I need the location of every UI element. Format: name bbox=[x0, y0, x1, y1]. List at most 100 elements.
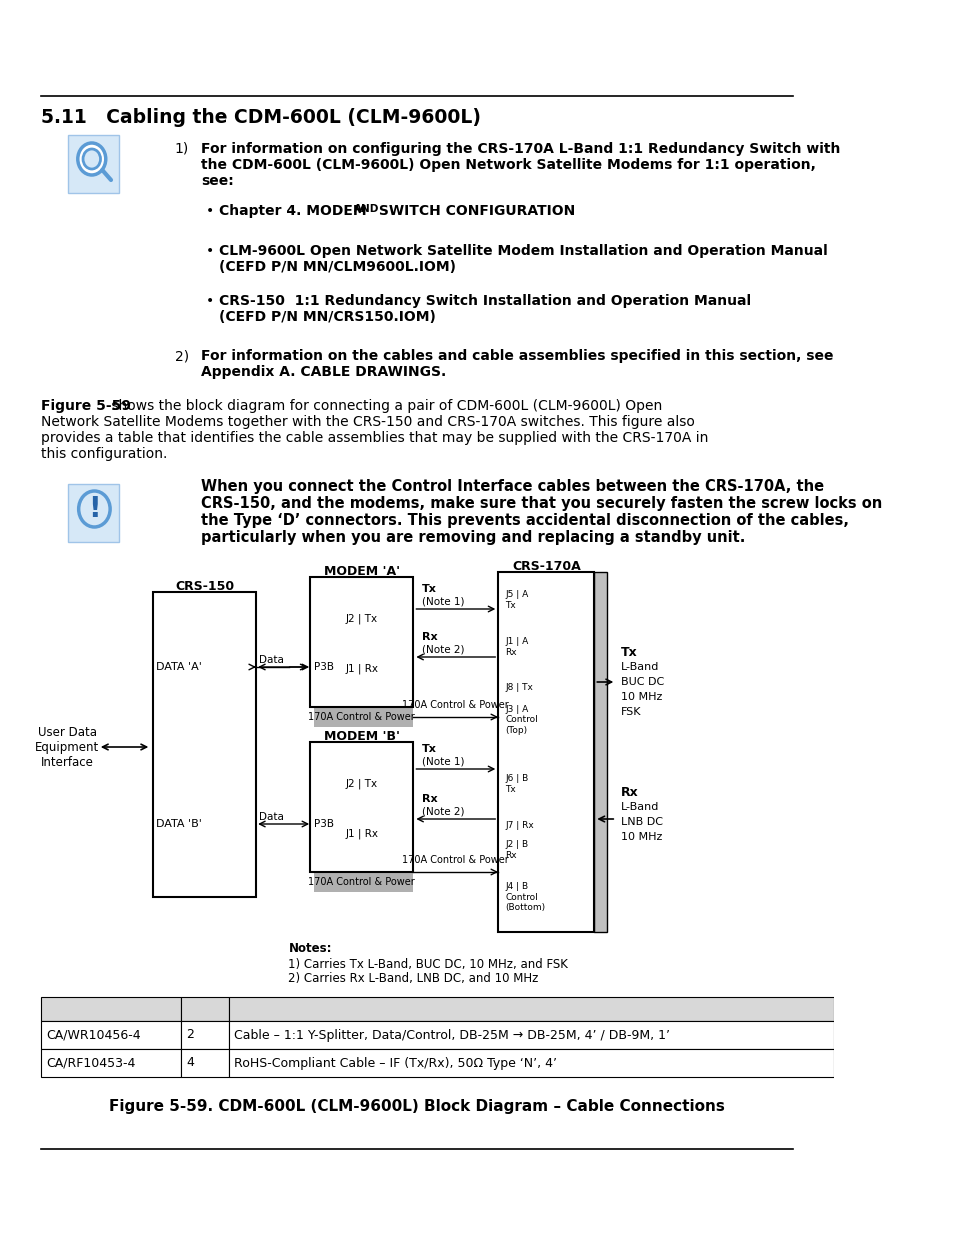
Bar bbox=[229, 1049, 833, 1077]
Text: Chapter 4. MODEM: Chapter 4. MODEM bbox=[218, 204, 371, 219]
Text: LNB DC: LNB DC bbox=[620, 818, 662, 827]
Bar bbox=[314, 872, 413, 892]
Bar bbox=[41, 997, 181, 1021]
Bar bbox=[181, 1021, 229, 1049]
Text: CLM-9600L Open Network Satellite Modem Installation and Operation Manual: CLM-9600L Open Network Satellite Modem I… bbox=[218, 245, 826, 258]
Bar bbox=[314, 706, 413, 727]
Text: DATA 'A': DATA 'A' bbox=[156, 662, 202, 672]
Bar bbox=[594, 572, 607, 932]
Text: L-Band: L-Band bbox=[620, 662, 659, 672]
Text: J2 | Tx: J2 | Tx bbox=[345, 614, 377, 624]
Text: Figure 5-59: Figure 5-59 bbox=[41, 399, 131, 412]
Text: •: • bbox=[205, 204, 213, 219]
Text: (CEFD P/N MN/CRS150.IOM): (CEFD P/N MN/CRS150.IOM) bbox=[218, 310, 435, 324]
Text: CRS-150, and the modems, make sure that you securely fasten the screw locks on: CRS-150, and the modems, make sure that … bbox=[201, 496, 882, 511]
Text: Appendix A. CABLE DRAWINGS.: Appendix A. CABLE DRAWINGS. bbox=[201, 366, 446, 379]
Text: Rx: Rx bbox=[422, 632, 437, 642]
Text: J1 | A
Rx: J1 | A Rx bbox=[505, 637, 528, 657]
Text: !: ! bbox=[88, 495, 101, 522]
Text: CA/WR10456-4: CA/WR10456-4 bbox=[47, 1029, 141, 1041]
Text: this configuration.: this configuration. bbox=[41, 447, 168, 461]
Text: When you connect the Control Interface cables between the CRS-170A, the: When you connect the Control Interface c… bbox=[201, 479, 823, 494]
Text: J7 | Rx: J7 | Rx bbox=[505, 820, 534, 830]
Bar bbox=[68, 484, 119, 542]
Text: CA/RF10453-4: CA/RF10453-4 bbox=[47, 1056, 135, 1070]
Text: see:: see: bbox=[201, 174, 233, 188]
Text: MODEM 'B': MODEM 'B' bbox=[323, 730, 399, 743]
Text: Tx: Tx bbox=[422, 584, 436, 594]
Text: Tx: Tx bbox=[620, 646, 637, 658]
Text: J6 | B
Tx: J6 | B Tx bbox=[505, 774, 528, 794]
Text: J5 | A
Tx: J5 | A Tx bbox=[505, 590, 528, 610]
Text: shows the block diagram for connecting a pair of CDM-600L (CLM-9600L) Open: shows the block diagram for connecting a… bbox=[107, 399, 661, 412]
Text: For information on configuring the CRS-170A L-Band 1:1 Redundancy Switch with: For information on configuring the CRS-1… bbox=[201, 142, 840, 156]
Text: J2 | B
Rx: J2 | B Rx bbox=[505, 840, 528, 860]
Text: 2: 2 bbox=[186, 1029, 193, 1041]
Text: J1 | Rx: J1 | Rx bbox=[345, 829, 378, 840]
Text: User Data
Equipment
Interface: User Data Equipment Interface bbox=[35, 725, 99, 768]
Bar bbox=[152, 592, 255, 897]
Text: (Note 1): (Note 1) bbox=[422, 597, 464, 606]
Text: Data: Data bbox=[258, 811, 283, 823]
Text: For information on the cables and cable assemblies specified in this section, se: For information on the cables and cable … bbox=[201, 350, 833, 363]
Text: 170A Control & Power: 170A Control & Power bbox=[308, 713, 415, 722]
Text: Rx: Rx bbox=[620, 785, 638, 799]
Text: Rx: Rx bbox=[422, 794, 437, 804]
Text: CRS-150  1:1 Redundancy Switch Installation and Operation Manual: CRS-150 1:1 Redundancy Switch Installati… bbox=[218, 294, 750, 308]
Text: the Type ‘D’ connectors. This prevents accidental disconnection of the cables,: the Type ‘D’ connectors. This prevents a… bbox=[201, 513, 848, 529]
Text: MODEM 'A': MODEM 'A' bbox=[323, 564, 399, 578]
Circle shape bbox=[78, 143, 106, 175]
Bar bbox=[310, 577, 413, 706]
Text: Network Satellite Modems together with the CRS-150 and CRS-170A switches. This f: Network Satellite Modems together with t… bbox=[41, 415, 694, 429]
Text: AND: AND bbox=[354, 204, 379, 214]
Text: J1 | Rx: J1 | Rx bbox=[345, 663, 378, 674]
Text: J3 | A
Control
(Top): J3 | A Control (Top) bbox=[505, 705, 537, 735]
Text: CRS-170A: CRS-170A bbox=[512, 559, 580, 573]
Bar bbox=[41, 1021, 181, 1049]
Text: (Note 2): (Note 2) bbox=[422, 643, 464, 655]
Text: CRS-150: CRS-150 bbox=[174, 580, 233, 593]
Text: Figure 5-59. CDM-600L (CLM-9600L) Block Diagram – Cable Connections: Figure 5-59. CDM-600L (CLM-9600L) Block … bbox=[109, 1099, 724, 1114]
Text: RoHS-Compliant Cable – IF (Tx/Rx), 50Ω Type ‘N’, 4’: RoHS-Compliant Cable – IF (Tx/Rx), 50Ω T… bbox=[234, 1056, 557, 1070]
Text: J8 | Tx: J8 | Tx bbox=[505, 683, 533, 692]
Text: •: • bbox=[205, 245, 213, 258]
Text: particularly when you are removing and replacing a standby unit.: particularly when you are removing and r… bbox=[201, 530, 744, 545]
Bar bbox=[181, 997, 229, 1021]
Text: 170A Control & Power: 170A Control & Power bbox=[308, 877, 415, 887]
Text: •: • bbox=[205, 294, 213, 308]
Text: 2): 2) bbox=[174, 350, 189, 363]
Text: FSK: FSK bbox=[620, 706, 640, 718]
Text: 4: 4 bbox=[186, 1056, 193, 1070]
Text: Notes:: Notes: bbox=[288, 942, 332, 955]
Circle shape bbox=[78, 492, 110, 527]
Text: DATA 'B': DATA 'B' bbox=[156, 819, 202, 829]
Text: P3B: P3B bbox=[314, 819, 334, 829]
Text: BUC DC: BUC DC bbox=[620, 677, 663, 687]
Bar bbox=[41, 1049, 181, 1077]
Bar bbox=[497, 572, 594, 932]
Text: Data: Data bbox=[258, 655, 283, 664]
Text: 10 MHz: 10 MHz bbox=[620, 692, 661, 701]
Text: provides a table that identifies the cable assemblies that may be supplied with : provides a table that identifies the cab… bbox=[41, 431, 708, 445]
Text: (Note 2): (Note 2) bbox=[422, 806, 464, 816]
Text: (Note 1): (Note 1) bbox=[422, 756, 464, 766]
Text: Cable – 1:1 Y-Splitter, Data/Control, DB-25M → DB-25M, 4’ / DB-9M, 1’: Cable – 1:1 Y-Splitter, Data/Control, DB… bbox=[234, 1029, 670, 1041]
Text: the CDM-600L (CLM-9600L) Open Network Satellite Modems for 1:1 operation,: the CDM-600L (CLM-9600L) Open Network Sa… bbox=[201, 158, 815, 172]
Text: 10 MHz: 10 MHz bbox=[620, 832, 661, 842]
Circle shape bbox=[83, 149, 100, 169]
Text: J2 | Tx: J2 | Tx bbox=[345, 779, 377, 789]
Bar bbox=[310, 742, 413, 872]
Bar bbox=[68, 135, 119, 193]
Bar bbox=[229, 1021, 833, 1049]
Text: P3B: P3B bbox=[314, 662, 334, 672]
Text: (CEFD P/N MN/CLM9600L.IOM): (CEFD P/N MN/CLM9600L.IOM) bbox=[218, 261, 455, 274]
Text: J4 | B
Control
(Bottom): J4 | B Control (Bottom) bbox=[505, 882, 545, 911]
Text: 1): 1) bbox=[174, 142, 189, 156]
Text: 170A Control & Power: 170A Control & Power bbox=[402, 700, 509, 710]
Bar bbox=[181, 1049, 229, 1077]
Text: 1) Carries Tx L-Band, BUC DC, 10 MHz, and FSK: 1) Carries Tx L-Band, BUC DC, 10 MHz, an… bbox=[288, 958, 568, 971]
Text: Tx: Tx bbox=[422, 743, 436, 755]
Text: SWITCH CONFIGURATION: SWITCH CONFIGURATION bbox=[374, 204, 575, 219]
Text: L-Band: L-Band bbox=[620, 802, 659, 811]
Text: 170A Control & Power: 170A Control & Power bbox=[402, 855, 509, 864]
